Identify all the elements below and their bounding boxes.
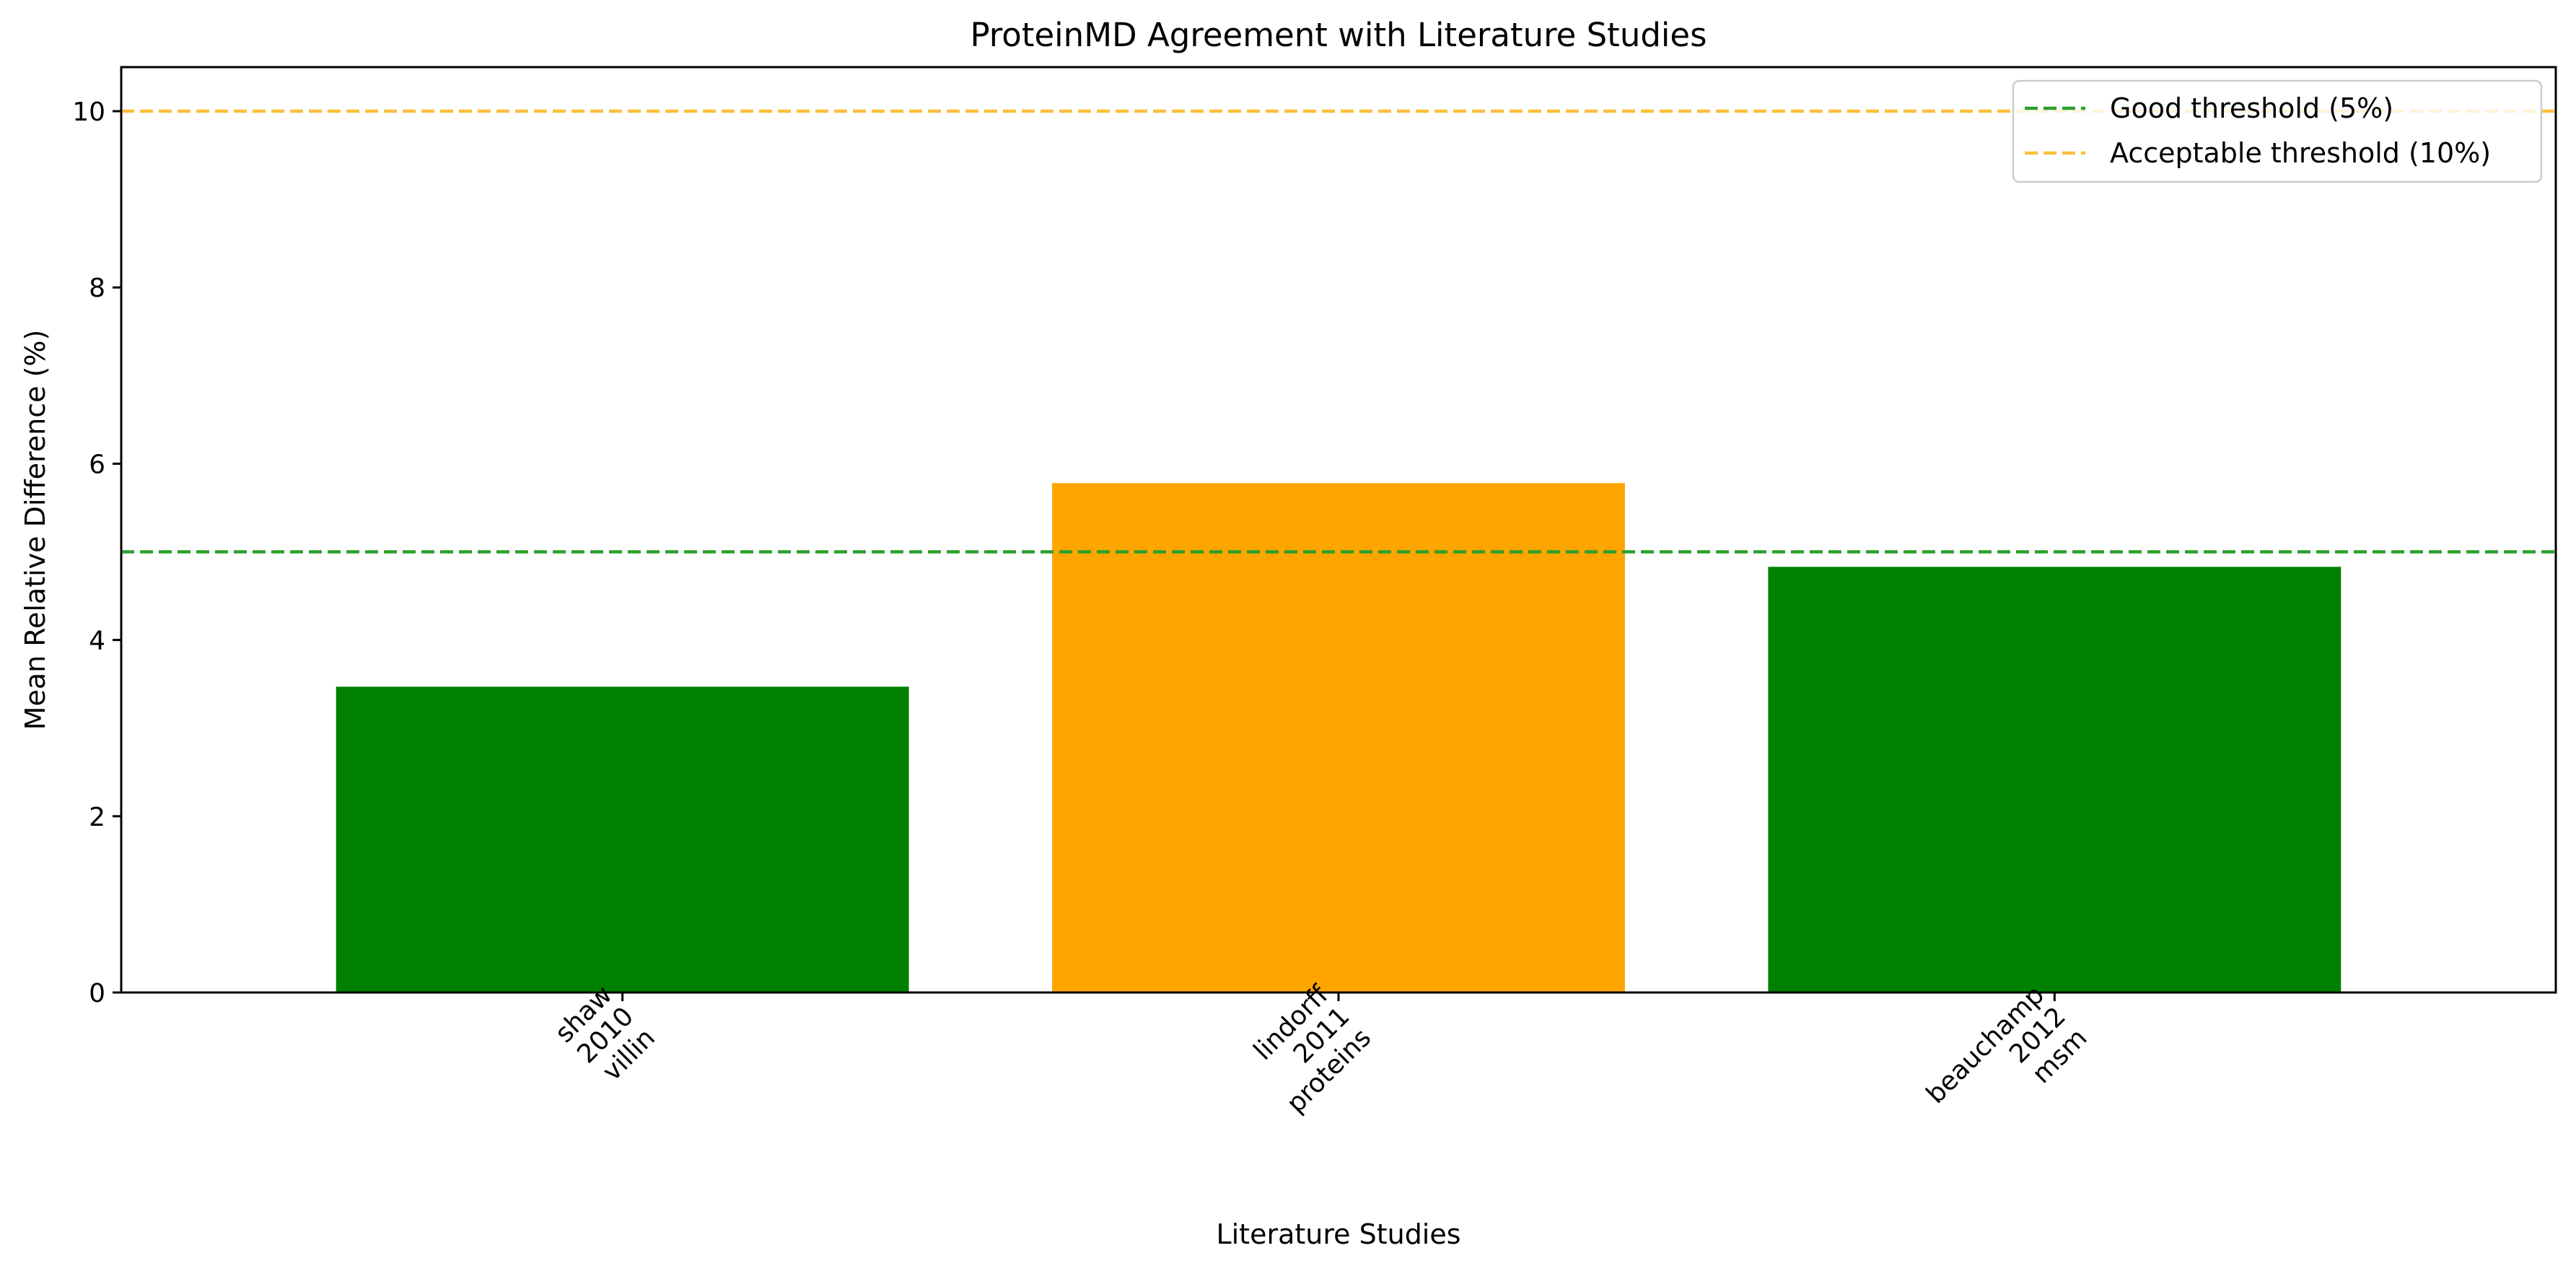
legend-box	[2012, 79, 2543, 183]
legend: Good threshold (5%) Acceptable threshold …	[2012, 79, 2543, 183]
y-tick-label: 8	[89, 274, 105, 303]
y-tick-label: 2	[89, 803, 105, 832]
x-axis-label: Literature Studies	[1216, 1218, 1460, 1250]
bar-shaw	[336, 686, 909, 992]
y-tick-label: 0	[89, 979, 105, 1008]
plot-area	[121, 109, 2556, 992]
chart-title: ProteinMD Agreement with Literature Stud…	[970, 16, 1707, 54]
y-axis-label: Mean Relative Difference (%)	[19, 330, 51, 730]
y-axis: 0 2 4 6 8 10	[72, 97, 121, 1008]
legend-label: Good threshold (5%)	[2110, 92, 2393, 124]
y-tick-label: 10	[72, 97, 105, 127]
bar-lindorff	[1052, 483, 1625, 992]
legend-label: Acceptable threshold (10%)	[2110, 137, 2491, 169]
y-tick-label: 6	[89, 450, 105, 479]
y-tick-label: 4	[89, 627, 105, 656]
bar-beauchamp	[1768, 567, 2341, 992]
